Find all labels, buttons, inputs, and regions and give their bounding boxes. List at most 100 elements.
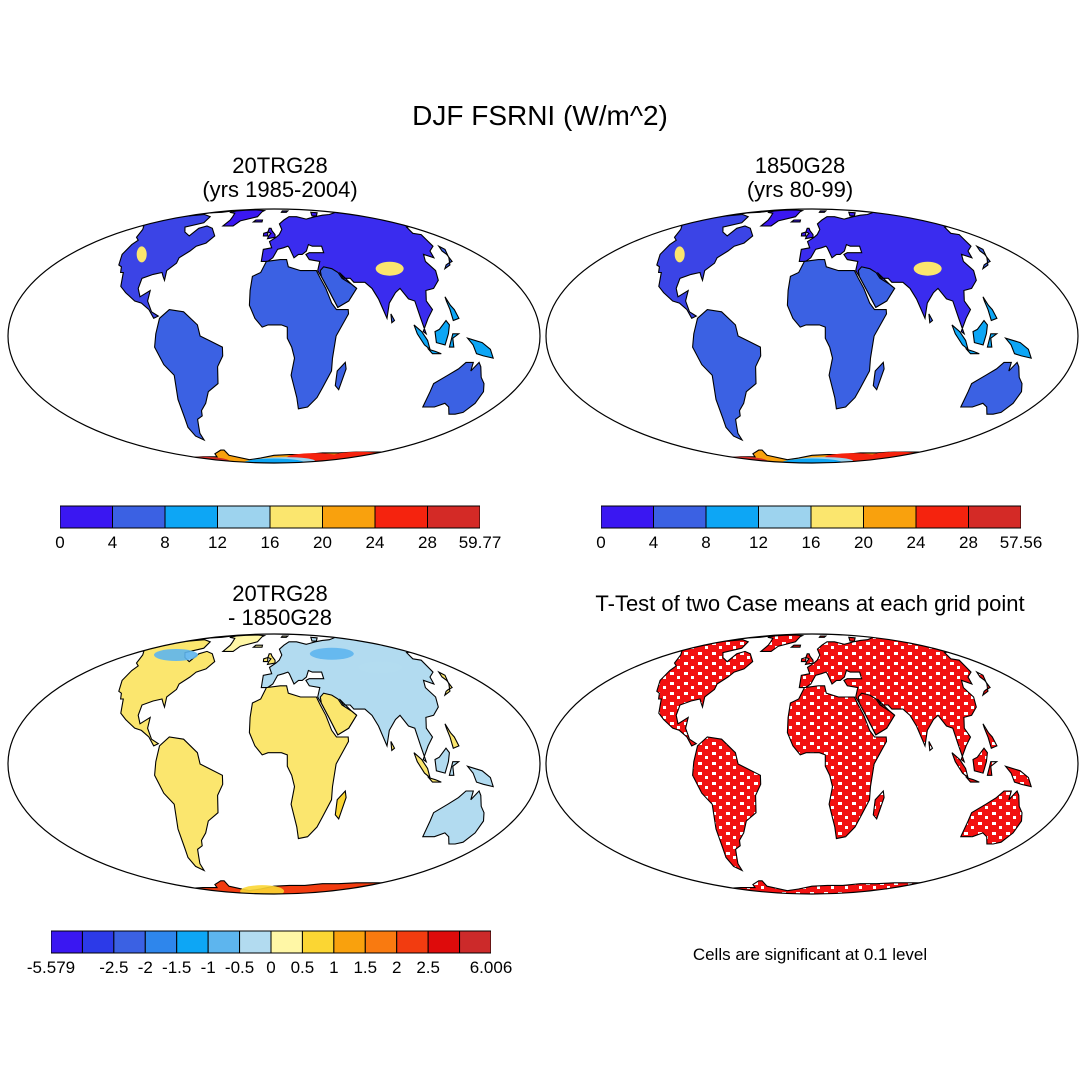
land-philippines xyxy=(444,296,460,322)
panel-title-1850g28: 1850G28 (yrs 80-99) xyxy=(640,154,960,202)
colorbar-tick-label: 0 xyxy=(596,533,606,552)
land-uk xyxy=(266,653,276,666)
colorbar-tick-label: 0 xyxy=(55,533,65,552)
anomaly-shade xyxy=(309,647,354,660)
land-borneo xyxy=(434,319,450,346)
land-samerica xyxy=(154,309,224,442)
colorbar-difference xyxy=(51,930,491,954)
land-philippines xyxy=(982,723,998,749)
colorbar-tick-label: 20 xyxy=(854,533,873,552)
colorbar-tick-label: 2.5 xyxy=(416,958,440,977)
land-java xyxy=(426,776,442,783)
land-japan xyxy=(437,244,453,271)
land-sulawesi xyxy=(448,333,461,348)
colorbar-tick-label: 1 xyxy=(329,958,339,977)
colorbar-swatch xyxy=(81,930,115,954)
land-australia xyxy=(959,789,1023,845)
colorbar-swatch xyxy=(217,505,271,529)
colorbar-swatch xyxy=(270,930,303,954)
land-ireland xyxy=(800,656,807,663)
colorbar-tick-label: -2 xyxy=(137,958,153,977)
land-svalbard xyxy=(280,635,290,638)
land-australia xyxy=(421,789,485,845)
panel-title-ttest: T-Test of two Case means at each grid po… xyxy=(540,592,1080,616)
land-eurasia xyxy=(798,211,980,336)
land-arabia xyxy=(857,692,896,736)
colorbar-tick-label: 8 xyxy=(701,533,711,552)
land-arabia xyxy=(319,692,358,736)
land-africa xyxy=(248,259,350,410)
land-newguinea xyxy=(1004,337,1033,359)
colorbar-swatch xyxy=(144,930,178,954)
tibet-shade xyxy=(913,261,942,276)
land-japan xyxy=(975,670,991,697)
colorbar-swatch xyxy=(239,930,272,954)
colorbar-tick-label: 4 xyxy=(107,533,118,552)
land-australia xyxy=(959,361,1023,415)
colorbar-swatch xyxy=(427,930,461,954)
map-ttest xyxy=(545,633,1079,895)
land-japan xyxy=(975,244,991,271)
panel-title-20trg28: 20TRG28 (yrs 1985-2004) xyxy=(120,154,440,202)
colorbar-tick-label: -2.5 xyxy=(99,958,129,977)
land-borneo xyxy=(972,319,988,346)
colorbar-tick-label: -1.5 xyxy=(162,958,192,977)
land-java xyxy=(964,776,980,783)
land-srilanka xyxy=(928,741,934,752)
colorbar-swatch xyxy=(459,930,491,954)
land-uk xyxy=(266,227,276,240)
land-greenland xyxy=(221,634,267,652)
anomaly-shade xyxy=(153,648,198,661)
land-arabia xyxy=(319,266,358,309)
colorbar-swatch xyxy=(396,930,429,954)
panel-title-line: 1850G28 xyxy=(754,153,846,178)
colorbar-swatch xyxy=(112,505,166,529)
colorbar-swatch xyxy=(322,505,376,529)
colorbar-tick-label: -5.579 xyxy=(26,958,76,977)
land-madagascar xyxy=(334,789,347,821)
land-sulawesi xyxy=(986,333,999,348)
map-border xyxy=(7,633,541,895)
land-uk xyxy=(804,227,814,240)
colorbar-tick-label: 28 xyxy=(959,533,978,552)
land-svalbard xyxy=(818,210,828,213)
land-greenland xyxy=(759,634,805,652)
tibet-shade xyxy=(375,261,404,276)
colorbar-swatch xyxy=(301,930,335,954)
land-srilanka xyxy=(928,313,934,324)
colorbar-swatch xyxy=(269,505,323,529)
colorbar-tick-label: 12 xyxy=(749,533,768,552)
land-newguinea xyxy=(1004,765,1033,788)
map-20trg28 xyxy=(7,208,541,464)
panel-title-line: 20TRG28 xyxy=(232,581,328,606)
colorbar-swatch xyxy=(653,505,707,529)
land-madagascar xyxy=(872,361,885,391)
land-arabia xyxy=(857,266,896,309)
rockies-shade xyxy=(136,246,147,263)
panel-title-line: T-Test of two Case means at each grid po… xyxy=(595,591,1025,616)
colorbar-swatch xyxy=(705,505,759,529)
colorbar-tick-label: 8 xyxy=(160,533,170,552)
colorbar-swatch xyxy=(60,505,113,529)
land-java xyxy=(964,348,980,355)
colorbar-swatch xyxy=(915,505,969,529)
colorbar-swatch xyxy=(176,930,209,954)
colorbar-swatch xyxy=(333,930,366,954)
colorbar-swatch xyxy=(51,930,83,954)
land-eurasia xyxy=(260,211,442,336)
land-novaya xyxy=(310,636,318,642)
colorbar-labels-difference: -5.579 -2.5 -2 -1.5 -1 -0.5 0 0.5 1 1.5 2 2.5 6.006 xyxy=(27,958,512,980)
colorbar-20trg28 xyxy=(60,505,480,529)
colorbar-tick-label: 59.77 xyxy=(458,533,502,552)
panel-title-line: (yrs 80-99) xyxy=(746,177,854,202)
land-namerica xyxy=(647,213,754,320)
land-borneo xyxy=(972,747,988,774)
land-sulawesi xyxy=(448,761,461,776)
land-novaya xyxy=(310,211,318,217)
land-samerica xyxy=(692,736,762,872)
colorbar-swatch xyxy=(374,505,428,529)
panel-title-line: - 1850G28 xyxy=(228,605,332,630)
land-iceland xyxy=(251,219,264,223)
land-svalbard xyxy=(818,635,828,638)
anomaly-shade xyxy=(358,661,403,674)
